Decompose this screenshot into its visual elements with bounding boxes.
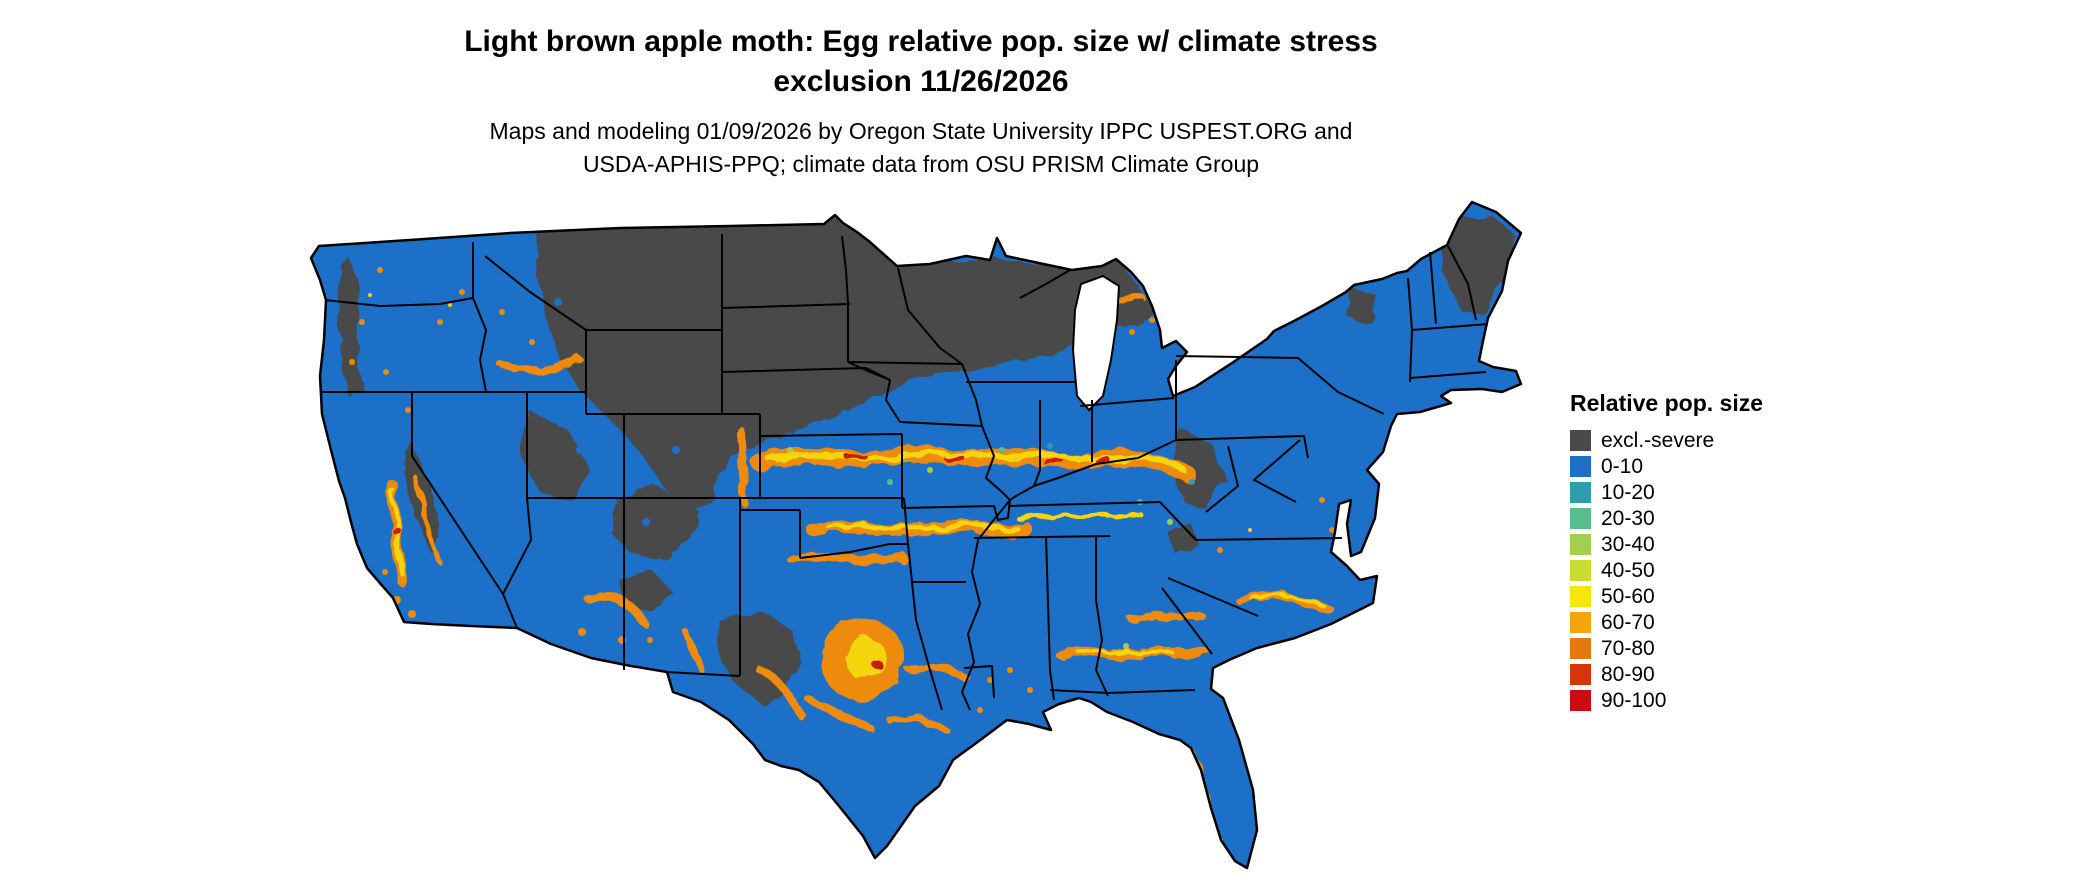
legend-item-30-40: 30-40 xyxy=(1570,531,1830,557)
legend-swatch xyxy=(1570,585,1591,607)
legend-swatch xyxy=(1570,507,1591,529)
legend-label: 90-100 xyxy=(1601,688,1667,712)
legend-label: 60-70 xyxy=(1601,610,1655,634)
legend-item-70-80: 70-80 xyxy=(1570,635,1830,661)
title-line-1: Light brown apple moth: Egg relative pop… xyxy=(464,25,1378,58)
legend-swatch xyxy=(1570,689,1591,711)
legend-swatch xyxy=(1570,559,1591,581)
legend-item-10-20: 10-20 xyxy=(1570,479,1830,505)
legend-label: excl.-severe xyxy=(1601,428,1715,452)
lake-michigan xyxy=(1071,274,1121,412)
figure-subtitle: Maps and modeling 01/09/2026 by Oregon S… xyxy=(0,115,1842,181)
figure-header: Light brown apple moth: Egg relative pop… xyxy=(0,22,1842,181)
subtitle-line-1: Maps and modeling 01/09/2026 by Oregon S… xyxy=(489,118,1353,144)
us-map-svg xyxy=(309,200,1523,870)
state-borders xyxy=(320,234,1489,711)
legend-label: 10-20 xyxy=(1601,480,1655,504)
legend-label: 50-60 xyxy=(1601,584,1655,608)
legend-item-40-50: 40-50 xyxy=(1570,557,1830,583)
page-title: Light brown apple moth: Egg relative pop… xyxy=(0,22,1842,102)
legend-label: 20-30 xyxy=(1601,506,1655,530)
us-outline xyxy=(309,200,1523,870)
legend-item-0-10: 0-10 xyxy=(1570,453,1830,479)
legend-item-50-60: 50-60 xyxy=(1570,583,1830,609)
legend-item-90-100: 90-100 xyxy=(1570,687,1830,713)
legend-label: 30-40 xyxy=(1601,532,1655,556)
legend-item-60-70: 60-70 xyxy=(1570,609,1830,635)
valley-population-speckles xyxy=(488,288,680,526)
legend-swatch xyxy=(1570,481,1591,503)
legend-item-excl-severe: excl.-severe xyxy=(1570,427,1830,453)
legend-swatch xyxy=(1570,611,1591,633)
legend-label: 70-80 xyxy=(1601,636,1655,660)
legend-swatch xyxy=(1570,663,1591,685)
legend-swatch xyxy=(1570,533,1591,555)
legend-swatch xyxy=(1570,455,1591,477)
legend-swatch xyxy=(1570,637,1591,659)
legend-item-20-30: 20-30 xyxy=(1570,505,1830,531)
legend-item-80-90: 80-90 xyxy=(1570,661,1830,687)
title-line-2: exclusion 11/26/2026 xyxy=(773,65,1069,98)
legend-swatch xyxy=(1570,429,1591,451)
us-map xyxy=(290,200,1540,890)
legend-label: 80-90 xyxy=(1601,662,1655,686)
legend-title: Relative pop. size xyxy=(1570,390,1764,416)
excluded-severe-region xyxy=(338,214,1516,702)
subtitle-line-2: USDA-APHIS-PPQ; climate data from OSU PR… xyxy=(582,151,1260,177)
legend: Relative pop. size excl.-severe 0-10 10-… xyxy=(1570,390,1830,713)
legend-label: 0-10 xyxy=(1601,454,1644,478)
legend-label: 40-50 xyxy=(1601,558,1655,582)
hotspot-speckles xyxy=(349,267,1335,843)
